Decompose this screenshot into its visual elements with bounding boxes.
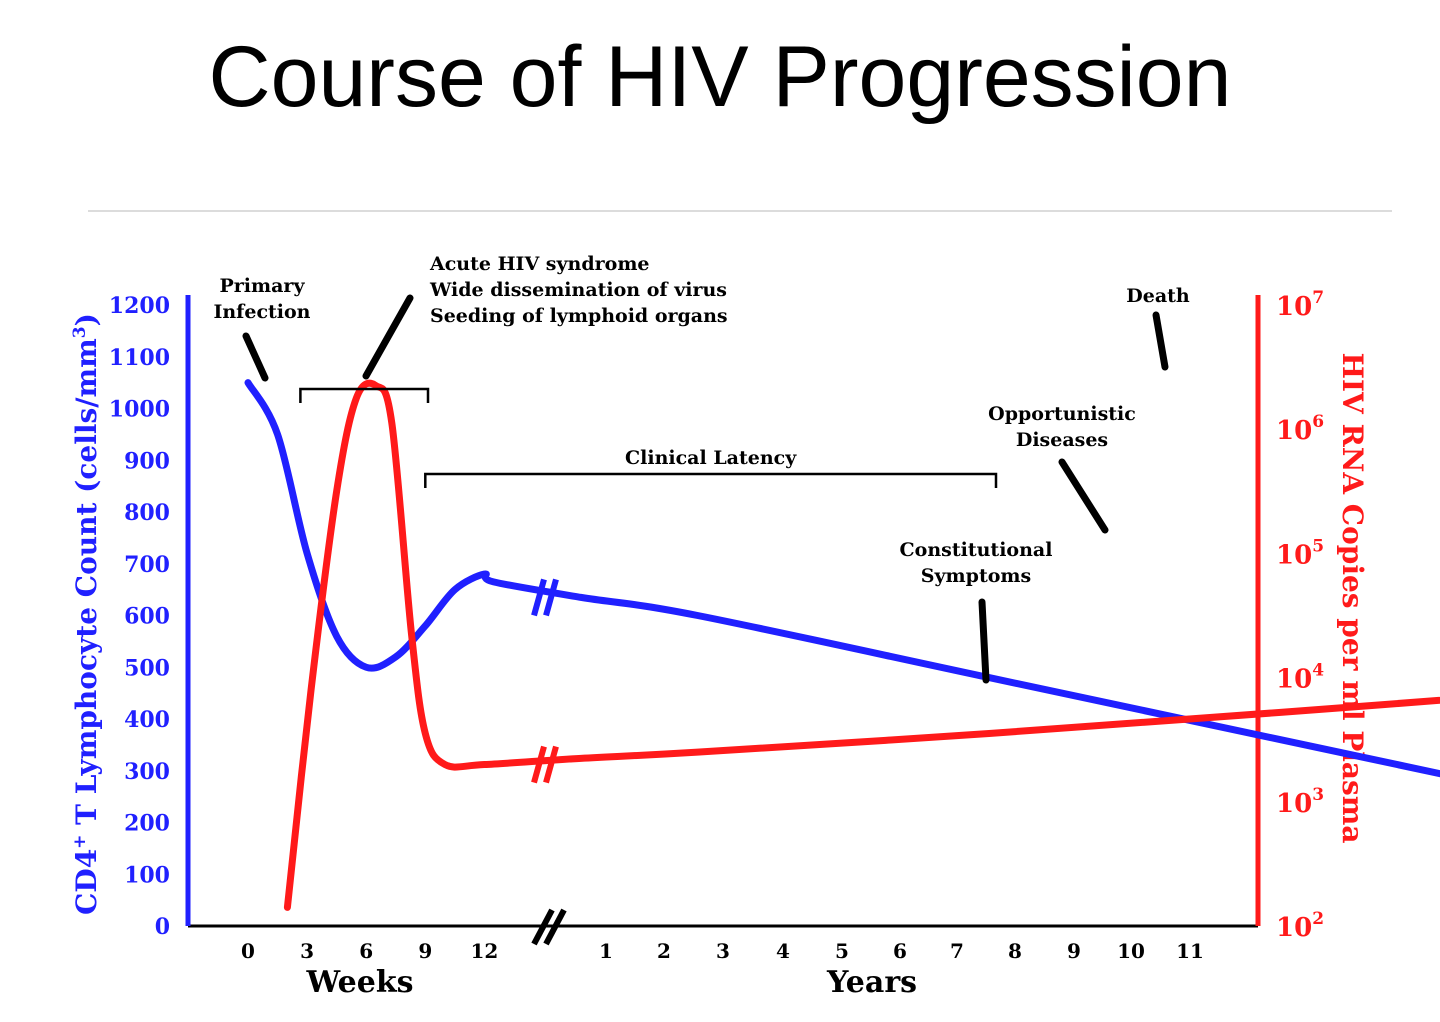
page-title: Course of HIV Progression	[208, 29, 1232, 125]
right-tick-label: 106	[1276, 412, 1324, 446]
rna-break-mark	[531, 745, 547, 784]
right-tick-label: 104	[1276, 661, 1324, 695]
annotation-primary: Primary	[220, 275, 306, 297]
left-tick-label: 600	[124, 604, 170, 630]
annotation-pointer-primary	[242, 332, 269, 382]
x-tick-label: 2	[657, 939, 671, 963]
left-tick-label: 400	[124, 707, 170, 733]
right-tick-label: 107	[1276, 288, 1324, 322]
annotation-acute: Acute HIV syndrome	[429, 253, 650, 275]
x-tick-label: 7	[950, 939, 964, 963]
left-tick-label: 700	[124, 552, 170, 578]
left-tick-label: 1200	[109, 293, 170, 319]
annotation-death: Death	[1126, 285, 1190, 307]
left-tick-label: 1000	[109, 397, 170, 423]
right-tick-label: 105	[1276, 536, 1324, 570]
bracket	[299, 387, 430, 403]
left-tick-label: 300	[124, 759, 170, 785]
annotation-constitutional: Symptoms	[921, 565, 1031, 587]
axes-layer: 0100200300400500600700800900100011001200…	[70, 288, 1369, 1000]
right-tick-label: 102	[1276, 909, 1324, 943]
bracket-label: Clinical Latency	[625, 447, 797, 469]
x-tick-label: 3	[300, 939, 314, 963]
left-tick-label: 200	[124, 811, 170, 837]
left-tick-label: 1100	[109, 345, 170, 371]
left-tick-label: 0	[155, 914, 170, 940]
left-axis-title: CD4+ T Lymphocyte Count (cells/mm3)	[70, 313, 103, 915]
x-tick-label: 11	[1176, 939, 1204, 963]
bracket	[424, 472, 998, 488]
marks-layer	[242, 294, 1169, 946]
annotation-constitutional: Constitutional	[900, 539, 1053, 561]
x-tick-label: 1	[599, 939, 613, 963]
x-tick-label: 4	[776, 939, 790, 963]
rna-break-mark	[543, 745, 559, 784]
x-tick-label: 5	[835, 939, 849, 963]
annotation-acute: Wide dissemination of virus	[429, 279, 727, 301]
annotation-pointer-acute	[362, 294, 414, 380]
axis-break-mark	[531, 908, 555, 946]
x-tick-label: 10	[1117, 939, 1145, 963]
left-tick-label: 100	[124, 862, 170, 888]
left-tick-label: 500	[124, 655, 170, 681]
left-tick-label: 900	[124, 448, 170, 474]
series-line-rna	[283, 379, 1440, 911]
x-tick-label: 9	[1067, 939, 1081, 963]
labels-layer: Clinical Latency Primary Infection Acute HI…	[213, 253, 1189, 587]
series-layer	[244, 379, 1440, 911]
right-axis-title: HIV RNA Copies per ml Plasma	[1336, 352, 1369, 843]
annotation-pointer-constitutional	[978, 598, 990, 684]
axis-break-mark	[543, 908, 567, 946]
cd4-break-mark	[531, 578, 547, 617]
x-tick-label: 6	[359, 939, 373, 963]
annotation-acute: Seeding of lymphoid organs	[430, 305, 728, 327]
x-tick-label: 9	[418, 939, 432, 963]
annotation-pointer-death	[1152, 311, 1169, 371]
left-tick-label: 800	[124, 500, 170, 526]
x-tick-label: 8	[1008, 939, 1022, 963]
x-tick-label: 6	[893, 939, 907, 963]
annotation-pointer-opportunistic	[1058, 458, 1109, 534]
x-label-years: Years	[826, 965, 917, 1000]
title-divider	[88, 210, 1392, 212]
annotation-primary: Infection	[213, 301, 310, 323]
x-label-weeks: Weeks	[305, 965, 413, 1000]
right-tick-label: 103	[1276, 785, 1324, 819]
x-tick-label: 3	[716, 939, 730, 963]
cd4-break-mark	[543, 578, 559, 617]
series-line-cd4	[244, 379, 1440, 778]
annotation-opportunistic: Diseases	[1016, 429, 1108, 451]
annotation-opportunistic: Opportunistic	[988, 403, 1136, 425]
x-tick-label: 12	[470, 939, 498, 963]
x-tick-label: 0	[241, 939, 255, 963]
